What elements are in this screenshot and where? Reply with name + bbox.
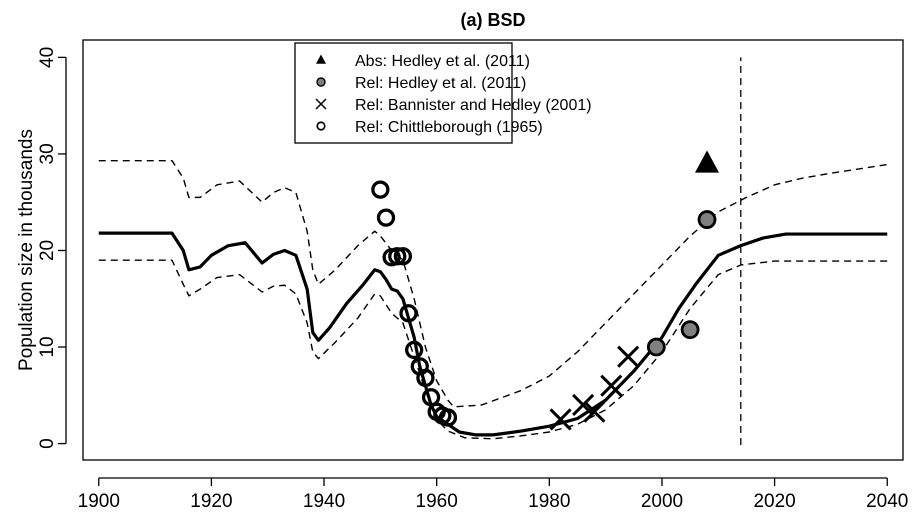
x-tick-label: 2000 bbox=[641, 491, 683, 512]
x-tick-label: 1920 bbox=[190, 491, 232, 512]
marker-filled-circle bbox=[646, 337, 666, 357]
legend-label: Rel: Hedley et al. (2011) bbox=[355, 75, 526, 92]
marker-cross bbox=[617, 345, 640, 368]
marker-cross bbox=[600, 374, 623, 397]
x-tick-label: 1960 bbox=[416, 491, 458, 512]
legend-box bbox=[294, 42, 513, 144]
marker-open-circle bbox=[376, 208, 396, 227]
x-tick-label: 1940 bbox=[303, 491, 345, 512]
y-axis-label: Population size in thousands bbox=[16, 129, 37, 371]
marker-cross bbox=[583, 400, 606, 423]
interval-line bbox=[98, 259, 888, 440]
legend-label: Abs: Hedley et al. (2011) bbox=[355, 53, 530, 70]
y-tick-label: 20 bbox=[37, 240, 58, 261]
marker-open-circle bbox=[388, 247, 407, 266]
y-tick-label: 30 bbox=[37, 143, 58, 164]
marker-cross bbox=[315, 98, 327, 110]
marker-open-circle bbox=[416, 368, 435, 388]
marker-triangle bbox=[316, 54, 326, 64]
marker-open-circle bbox=[399, 304, 418, 323]
marker-cross bbox=[572, 393, 595, 417]
marker-cross bbox=[549, 408, 572, 431]
marker-filled-circle bbox=[316, 77, 326, 87]
legend-label: Rel: Chittleborough (1965) bbox=[355, 119, 543, 136]
x-tick-label: 1900 bbox=[78, 491, 120, 512]
median-line bbox=[98, 231, 888, 437]
x-tick-label: 2040 bbox=[866, 491, 908, 512]
y-tick-label: 40 bbox=[37, 47, 58, 68]
legend-label: Rel: Bannister and Hedley (2001) bbox=[355, 97, 592, 114]
marker-open-circle bbox=[371, 180, 390, 199]
interval-line bbox=[98, 159, 888, 408]
marker-filled-circle bbox=[697, 210, 717, 229]
x-tick-label: 2020 bbox=[753, 491, 795, 512]
y-tick-label: 0 bbox=[37, 438, 58, 449]
marker-open-circle bbox=[393, 247, 413, 266]
marker-triangle bbox=[695, 150, 720, 173]
marker-filled-circle bbox=[680, 320, 700, 340]
chart-title: (a) BSD bbox=[460, 10, 525, 30]
marker-open-circle bbox=[316, 121, 326, 131]
marker-open-circle bbox=[405, 340, 424, 360]
x-tick-label: 1980 bbox=[528, 491, 570, 512]
plot-frame bbox=[82, 39, 904, 461]
y-tick-label: 10 bbox=[37, 336, 58, 357]
marker-open-circle bbox=[438, 408, 458, 427]
